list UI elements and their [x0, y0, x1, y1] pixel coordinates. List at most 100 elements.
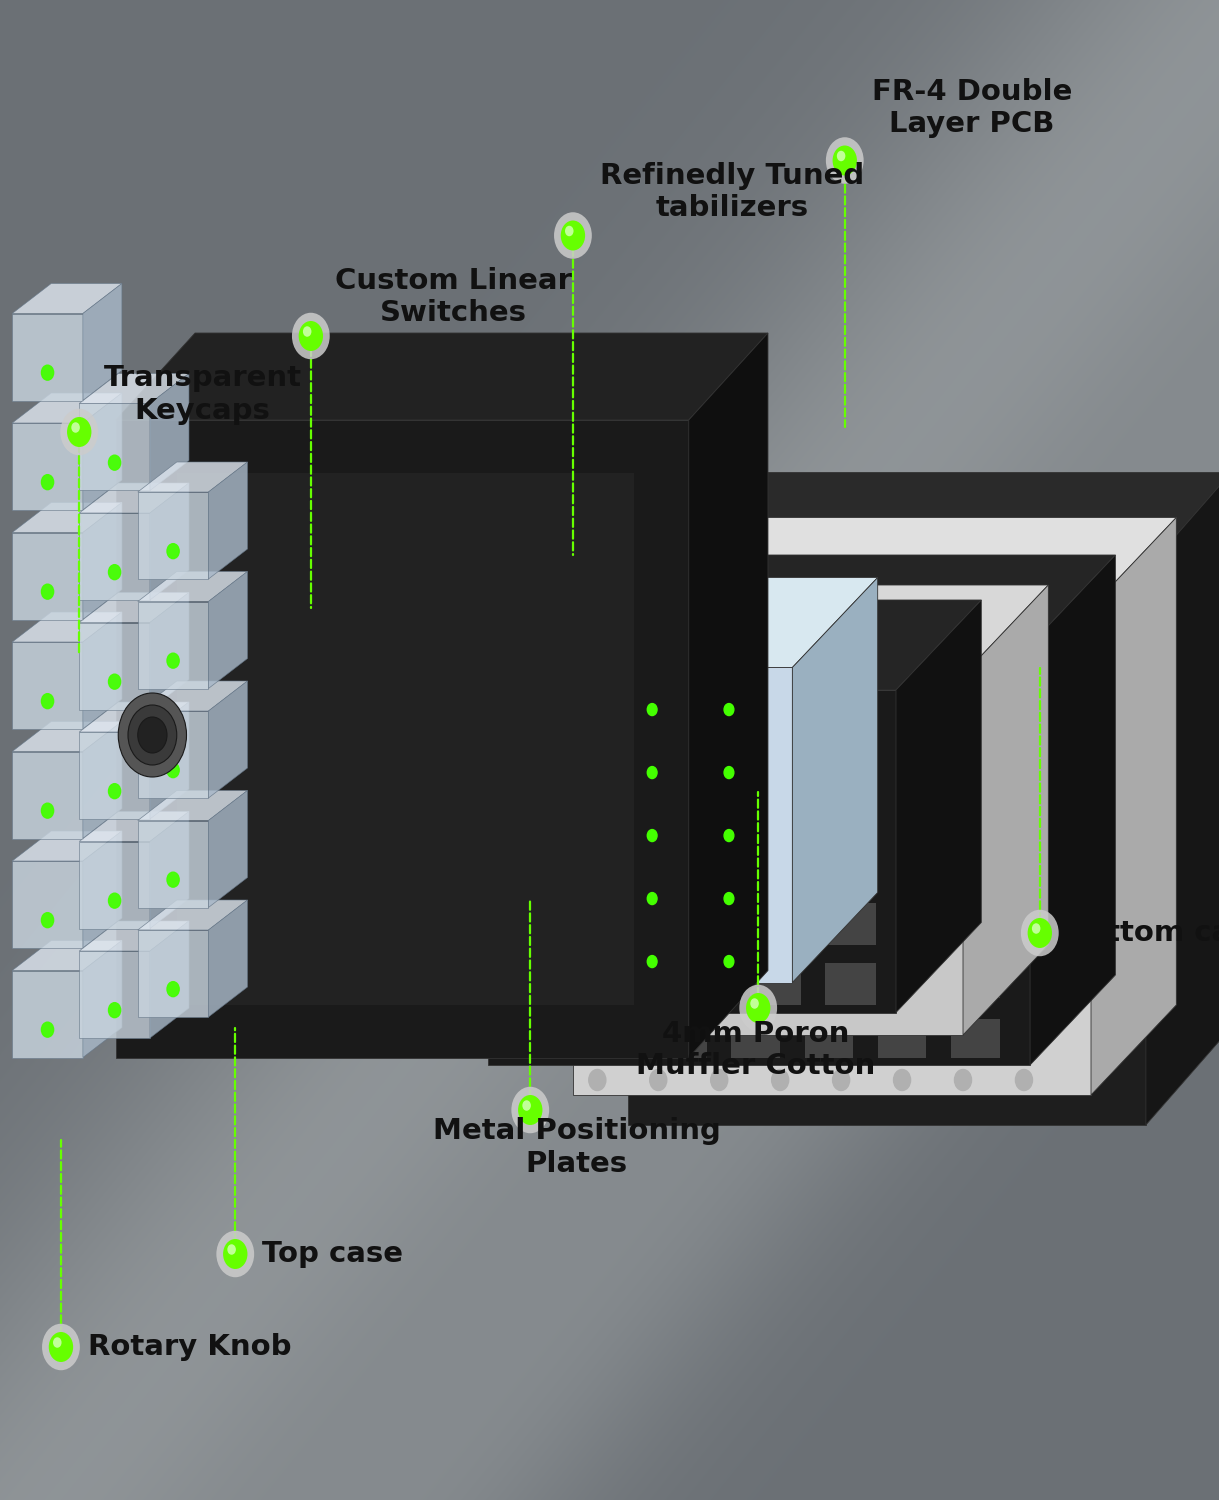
Bar	[825, 963, 876, 1005]
Circle shape	[833, 1070, 850, 1090]
Bar	[750, 723, 801, 765]
Bar	[951, 958, 1000, 998]
Bar	[447, 783, 499, 825]
Circle shape	[650, 1070, 667, 1090]
Circle shape	[223, 1239, 247, 1269]
Text: Rotary Knob: Rotary Knob	[88, 1334, 291, 1360]
Circle shape	[589, 982, 606, 1004]
Bar	[674, 783, 725, 825]
Circle shape	[340, 704, 350, 716]
Polygon shape	[12, 722, 122, 752]
Bar	[391, 864, 452, 912]
Bar	[315, 864, 375, 912]
Bar	[523, 843, 574, 885]
Circle shape	[570, 704, 580, 716]
Bar	[750, 783, 801, 825]
Polygon shape	[138, 462, 247, 492]
Circle shape	[894, 1070, 911, 1090]
Circle shape	[340, 892, 350, 904]
Circle shape	[650, 722, 667, 742]
Polygon shape	[12, 831, 122, 861]
Bar	[372, 783, 423, 825]
Polygon shape	[12, 314, 83, 401]
Circle shape	[772, 722, 789, 742]
Circle shape	[711, 896, 728, 916]
Circle shape	[263, 892, 273, 904]
Circle shape	[564, 226, 573, 236]
Circle shape	[41, 1022, 54, 1036]
Circle shape	[647, 830, 657, 842]
Bar	[599, 783, 650, 825]
Polygon shape	[208, 790, 247, 908]
Bar	[951, 1019, 1000, 1058]
Bar	[698, 675, 759, 723]
Bar	[622, 675, 683, 723]
Circle shape	[772, 896, 789, 916]
Polygon shape	[83, 393, 122, 510]
Polygon shape	[79, 842, 150, 928]
Polygon shape	[12, 752, 83, 839]
Bar	[878, 839, 926, 878]
Bar	[878, 958, 926, 998]
Polygon shape	[79, 374, 189, 404]
Polygon shape	[79, 513, 150, 600]
Circle shape	[1031, 922, 1040, 933]
Bar	[674, 963, 725, 1005]
Circle shape	[772, 1070, 789, 1090]
Polygon shape	[150, 483, 189, 600]
Bar	[731, 958, 780, 998]
Circle shape	[647, 892, 657, 904]
Circle shape	[417, 766, 427, 778]
Polygon shape	[12, 612, 122, 642]
Circle shape	[108, 674, 121, 688]
Bar	[878, 898, 926, 938]
Polygon shape	[213, 668, 792, 982]
Circle shape	[1015, 1070, 1032, 1090]
Circle shape	[836, 152, 845, 162]
Bar	[731, 839, 780, 878]
Bar	[658, 1019, 707, 1058]
Bar	[585, 839, 634, 878]
Bar	[372, 903, 423, 945]
Circle shape	[711, 808, 728, 830]
Bar	[447, 843, 499, 885]
Bar	[878, 778, 926, 818]
Polygon shape	[83, 722, 122, 839]
Polygon shape	[488, 555, 1115, 645]
Circle shape	[417, 956, 427, 968]
Bar	[698, 738, 759, 786]
Circle shape	[772, 808, 789, 830]
Circle shape	[118, 693, 187, 777]
Text: Bottom case: Bottom case	[1064, 920, 1219, 946]
Bar	[674, 843, 725, 885]
Bar	[825, 843, 876, 885]
Circle shape	[228, 1244, 236, 1254]
Bar	[825, 903, 876, 945]
Polygon shape	[138, 602, 208, 688]
Circle shape	[739, 986, 778, 1032]
Circle shape	[647, 766, 657, 778]
Bar	[391, 738, 452, 786]
Bar	[805, 1019, 853, 1058]
Text: 4mm Poron
Muffler Cotton: 4mm Poron Muffler Cotton	[636, 1020, 875, 1080]
Bar	[825, 783, 876, 825]
Bar	[545, 864, 606, 912]
Polygon shape	[138, 492, 208, 579]
Circle shape	[167, 543, 179, 558]
Polygon shape	[1091, 518, 1176, 1095]
Polygon shape	[335, 600, 981, 690]
Bar	[391, 927, 452, 975]
Bar	[315, 675, 375, 723]
Polygon shape	[12, 970, 83, 1058]
Polygon shape	[138, 711, 208, 798]
Circle shape	[108, 564, 121, 579]
Polygon shape	[83, 284, 122, 400]
Polygon shape	[79, 732, 150, 819]
Circle shape	[833, 722, 850, 742]
Circle shape	[293, 314, 329, 360]
Polygon shape	[689, 333, 768, 1058]
Circle shape	[167, 981, 179, 996]
Bar	[951, 898, 1000, 938]
Circle shape	[1015, 896, 1032, 916]
Bar	[599, 963, 650, 1005]
